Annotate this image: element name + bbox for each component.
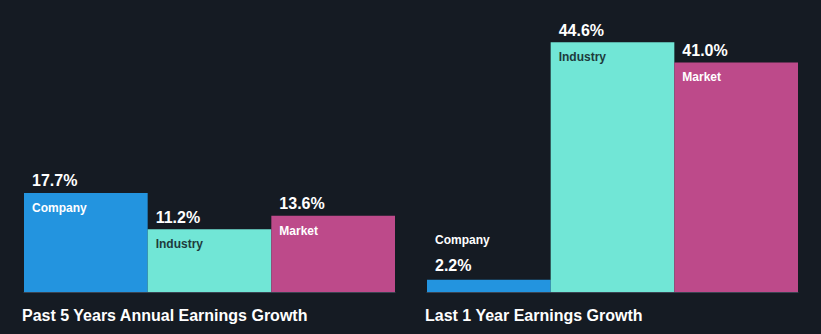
svg-text:Company: Company xyxy=(32,201,87,215)
svg-text:Last 1 Year Earnings Growth: Last 1 Year Earnings Growth xyxy=(425,307,643,324)
svg-text:Industry: Industry xyxy=(559,50,607,64)
svg-text:Industry: Industry xyxy=(156,237,204,251)
svg-text:41.0%: 41.0% xyxy=(682,42,727,59)
svg-text:2.2%: 2.2% xyxy=(435,257,471,274)
svg-text:Past 5 Years Annual Earnings G: Past 5 Years Annual Earnings Growth xyxy=(22,307,307,324)
svg-text:Market: Market xyxy=(279,224,318,238)
svg-text:Company: Company xyxy=(435,233,490,247)
svg-text:Market: Market xyxy=(682,70,721,84)
svg-text:44.6%: 44.6% xyxy=(559,22,604,39)
svg-text:11.2%: 11.2% xyxy=(156,209,200,226)
svg-text:17.7%: 17.7% xyxy=(32,172,77,189)
svg-text:13.6%: 13.6% xyxy=(279,195,324,212)
